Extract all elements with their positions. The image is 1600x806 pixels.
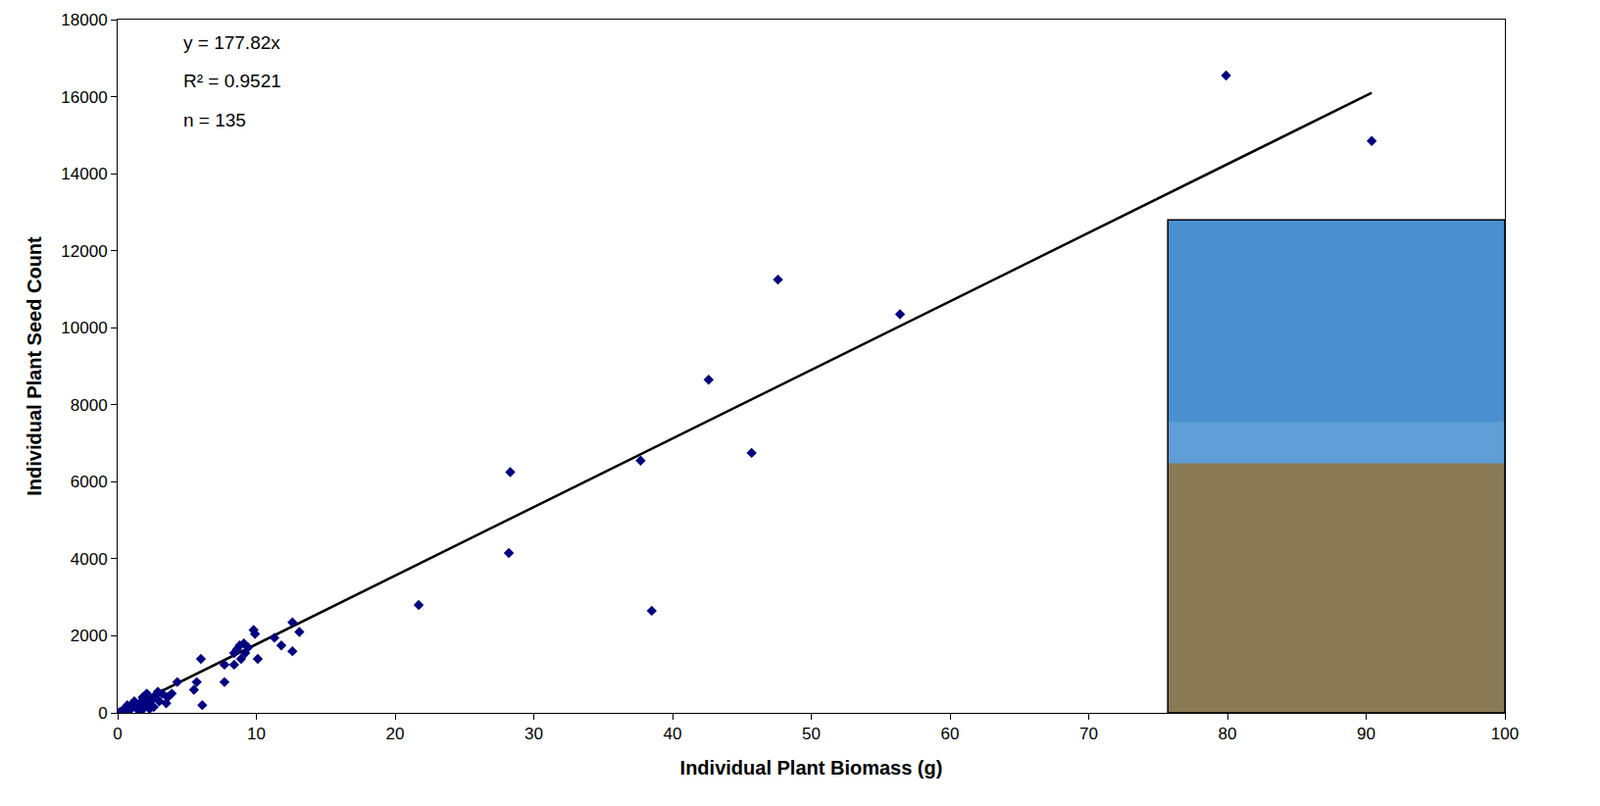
svg-text:50: 50 [801,724,821,744]
svg-text:n = 135: n = 135 [183,109,247,131]
svg-text:10000: 10000 [60,318,107,338]
svg-text:0: 0 [98,703,107,723]
svg-text:8000: 8000 [70,396,108,415]
svg-text:10: 10 [247,724,266,744]
svg-text:16000: 16000 [60,88,107,107]
svg-text:30: 30 [524,724,544,744]
svg-text:y = 177.82x: y = 177.82x [183,32,281,53]
svg-text:12000: 12000 [60,242,107,261]
svg-text:18000: 18000 [60,10,107,30]
svg-text:0: 0 [112,724,122,744]
svg-text:80: 80 [1218,724,1238,744]
svg-text:14000: 14000 [60,164,107,184]
svg-text:Individual Plant Seed Count: Individual Plant Seed Count [23,236,46,497]
svg-text:4000: 4000 [70,550,108,569]
svg-text:R² = 0.9521: R² = 0.9521 [183,70,282,92]
svg-text:20: 20 [386,724,405,744]
svg-text:60: 60 [941,724,960,744]
svg-text:90: 90 [1356,724,1376,744]
svg-text:Individual Plant Biomass (g): Individual Plant Biomass (g) [680,756,944,779]
svg-text:100: 100 [1491,724,1519,744]
svg-text:2000: 2000 [70,626,108,646]
svg-text:70: 70 [1079,724,1099,744]
svg-text:6000: 6000 [70,472,108,492]
svg-text:40: 40 [663,724,683,744]
